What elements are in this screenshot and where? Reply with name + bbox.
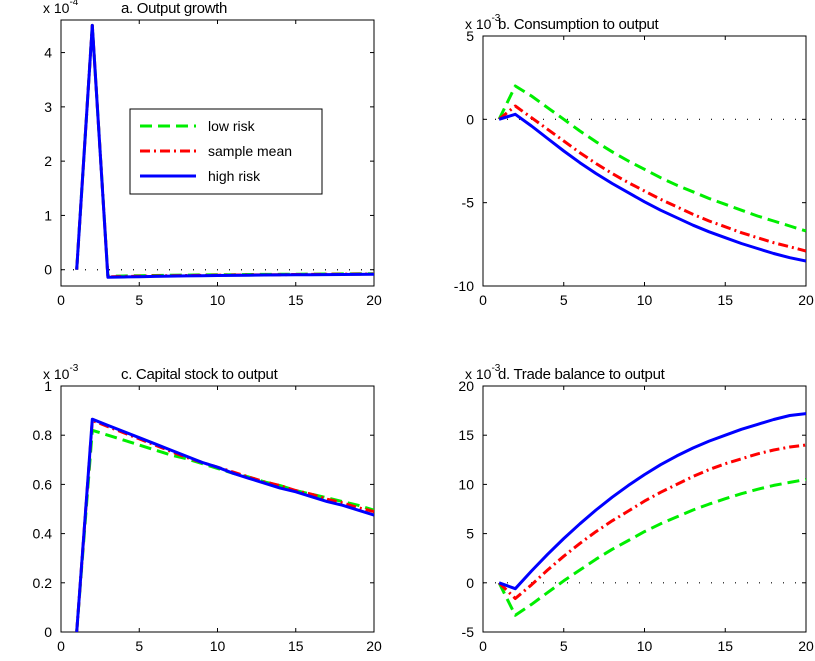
x-tick-label: 15 <box>717 638 733 654</box>
x-tick-label: 5 <box>135 292 143 308</box>
panel-title: b. Consumption to output <box>498 16 660 33</box>
x-tick-label: 20 <box>798 638 814 654</box>
x-tick-label: 10 <box>637 292 653 308</box>
legend-label: high risk <box>208 168 261 184</box>
series-group <box>75 417 374 632</box>
x-tick-label: 15 <box>717 292 733 308</box>
y-tick-label: 0 <box>466 575 474 591</box>
series-line-sample-mean <box>498 104 806 253</box>
exponent-power: -3 <box>491 13 500 24</box>
panel-3: 0 5 10 15 20 0 0.2 0.4 0.6 0.8 1x 10-3 c. Capital s… <box>33 363 382 654</box>
y-tick-label: 2 <box>44 153 52 169</box>
x-tick-label: 0 <box>57 638 65 654</box>
y-tick-label: 4 <box>44 45 52 61</box>
y-tick-label: 5 <box>466 28 474 44</box>
x-tick-label: 20 <box>366 292 382 308</box>
legend-label: low risk <box>208 118 256 134</box>
y-tick-label: 10 <box>458 476 474 492</box>
x-tick-label: 15 <box>288 292 304 308</box>
x-tick-label: 10 <box>637 638 653 654</box>
y-tick-label: 0 <box>44 624 52 640</box>
series-group <box>497 84 806 263</box>
plot-area <box>60 385 375 633</box>
x-tick-label: 5 <box>135 638 143 654</box>
exponent-label: x 10-3 <box>465 13 501 32</box>
exponent-label: x 10-3 <box>43 363 79 382</box>
y-tick-label: 5 <box>466 526 474 542</box>
x-tick-label: 5 <box>560 638 568 654</box>
y-tick-label: 0.8 <box>33 427 53 443</box>
series-line-high-risk <box>498 412 806 591</box>
y-tick-label: 15 <box>458 427 474 443</box>
y-tick-label: -5 <box>462 624 475 640</box>
legend: low risk sample mean high risk <box>129 108 323 195</box>
legend-label: sample mean <box>208 143 292 159</box>
exponent-power: -3 <box>491 363 500 374</box>
exponent-power: -3 <box>69 363 78 374</box>
x-tick-label: 0 <box>57 292 65 308</box>
panel-title: a. Output growth <box>121 0 227 17</box>
panel-title: d. Trade balance to output <box>498 366 666 383</box>
x-tick-label: 10 <box>210 292 226 308</box>
x-tick-label: 0 <box>479 638 487 654</box>
y-tick-label: -5 <box>462 195 475 211</box>
y-tick-label: 0.4 <box>33 526 53 542</box>
x-tick-label: 15 <box>288 638 304 654</box>
exponent-label: x 10-3 <box>465 363 501 382</box>
x-tick-label: 0 <box>479 292 487 308</box>
x-tick-label: 20 <box>366 638 382 654</box>
series-group <box>75 23 374 279</box>
exponent-power: -4 <box>69 0 78 8</box>
series-line-low-risk <box>75 428 374 632</box>
series-line-low-risk <box>497 478 806 617</box>
y-tick-label: -10 <box>454 278 474 294</box>
series-line-high-risk <box>75 23 374 279</box>
plot-area <box>482 35 807 287</box>
x-tick-label: 10 <box>210 638 226 654</box>
y-tick-label: 1 <box>44 207 52 223</box>
exponent-label: x 10-4 <box>43 0 79 16</box>
series-line-sample-mean <box>498 443 806 600</box>
y-tick-label: 0.6 <box>33 476 53 492</box>
y-tick-label: 0 <box>44 262 52 278</box>
y-tick-label: 20 <box>458 378 474 394</box>
y-tick-label: 0.2 <box>33 575 53 591</box>
y-tick-label: 0 <box>466 111 474 127</box>
panel-title: c. Capital stock to output <box>121 366 279 383</box>
y-tick-label: 1 <box>44 378 52 394</box>
y-tick-label: 3 <box>44 99 52 115</box>
series-line-high-risk <box>498 112 806 263</box>
series-line-low-risk <box>497 84 806 233</box>
series-group <box>497 412 806 617</box>
x-tick-label: 5 <box>560 292 568 308</box>
series-line-high-risk <box>75 417 374 632</box>
x-tick-label: 20 <box>798 292 814 308</box>
